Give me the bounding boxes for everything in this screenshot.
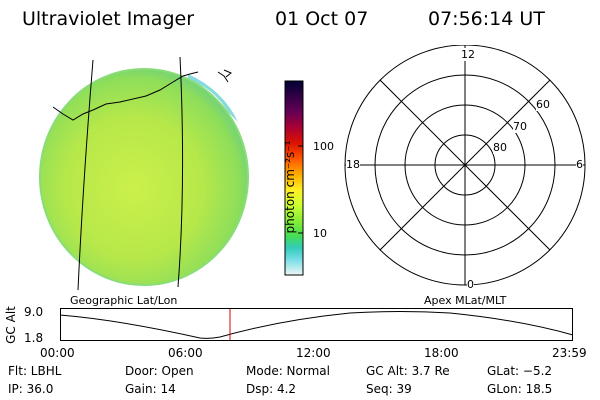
geographic-label: Geographic Lat/Lon xyxy=(70,294,178,307)
xtick-1800: 18:00 xyxy=(424,346,459,360)
xtick-2359: 23:59 xyxy=(552,346,587,360)
mlat-label-60: 60 xyxy=(536,98,550,111)
colorbar-tick-10: 10 xyxy=(313,227,327,240)
altitude-timeline-plot xyxy=(60,308,574,341)
gc-alt-status: GC Alt: 3.7 Re xyxy=(366,364,450,378)
ip-status: IP: 36.0 xyxy=(8,382,54,396)
time-label: 07:56:14 UT xyxy=(428,8,545,30)
mlt-label-0: 0 xyxy=(467,278,474,291)
alt-axis-label: GC Alt xyxy=(3,306,18,344)
colorbar-unit-label: photon cm⁻²s⁻¹ xyxy=(283,140,297,234)
seq-status: Seq: 39 xyxy=(366,382,412,396)
door-status: Door: Open xyxy=(125,364,194,378)
instrument-title: Ultraviolet Imager xyxy=(22,8,195,30)
polar-mlt-plot xyxy=(344,45,586,286)
alt-ymin-label: 1.8 xyxy=(24,331,44,345)
uv-earth-disc-image xyxy=(39,56,249,291)
mlt-label-18: 18 xyxy=(346,158,360,171)
apex-label: Apex MLat/MLT xyxy=(424,294,507,307)
glon-status: GLon: 18.5 xyxy=(487,382,553,396)
dsp-status: Dsp: 4.2 xyxy=(246,382,297,396)
xtick-0000: 00:00 xyxy=(40,346,75,360)
flt-status: Flt: LBHL xyxy=(8,364,62,378)
mlt-label-6: 6 xyxy=(576,158,583,171)
gain-status: Gain: 14 xyxy=(125,382,176,396)
xtick-0600: 06:00 xyxy=(168,346,203,360)
alt-ymax-label: 9.0 xyxy=(24,305,44,319)
mode-status: Mode: Normal xyxy=(246,364,330,378)
date-label: 01 Oct 07 xyxy=(275,8,369,30)
glat-status: GLat: −5.2 xyxy=(487,364,553,378)
mlat-label-70: 70 xyxy=(513,120,527,133)
mlat-label-80: 80 xyxy=(493,141,507,154)
colorbar-scale xyxy=(284,80,304,276)
colorbar-tick-100: 100 xyxy=(313,140,334,153)
mlt-label-12: 12 xyxy=(460,48,476,61)
xtick-1200: 12:00 xyxy=(296,346,331,360)
